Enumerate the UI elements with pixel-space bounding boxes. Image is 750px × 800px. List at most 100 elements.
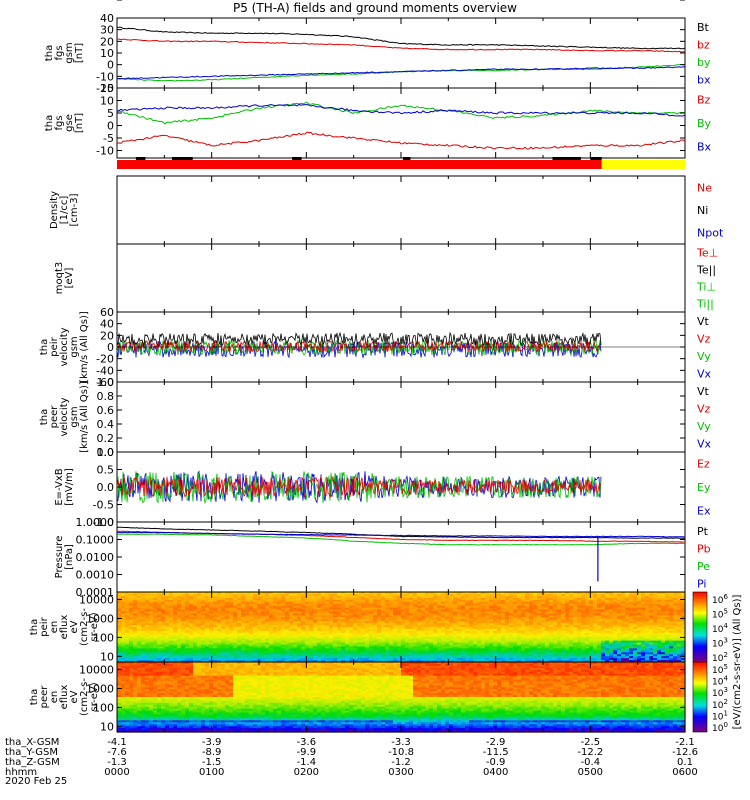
- heatmap-cell: [337, 644, 342, 648]
- heatmap-cell: [465, 615, 470, 618]
- heatmap-cell: [405, 613, 410, 616]
- heatmap-cell: [185, 611, 190, 614]
- heatmap-cell: [209, 638, 214, 642]
- heatmap-cell: [305, 660, 310, 663]
- heatmap-cell: [253, 609, 258, 613]
- heatmap-cell: [529, 621, 534, 624]
- heatmap-cell: [397, 621, 402, 624]
- heatmap-cell: [449, 611, 454, 614]
- heatmap-cell: [525, 613, 530, 616]
- heatmap-cell: [449, 658, 454, 661]
- heatmap-cell: [501, 609, 506, 613]
- y-tick-label: 10-6: [92, 0, 106, 3]
- heatmap-cell: [465, 599, 470, 603]
- series-line-Bt: [116, 26, 686, 50]
- heatmap-cell: [473, 592, 478, 595]
- heatmap-cell: [209, 625, 214, 628]
- heatmap-cell: [321, 625, 326, 628]
- heatmap-cell: [425, 623, 430, 626]
- heatmap-cell: [297, 642, 302, 646]
- heatmap-cell: [141, 656, 146, 659]
- heatmap-cell: [345, 599, 350, 603]
- heatmap-cell: [421, 609, 426, 613]
- heatmap-cell: [433, 623, 438, 626]
- heatmap-cell: [485, 603, 490, 607]
- heatmap-cell: [521, 619, 526, 622]
- heatmap-cell: [237, 656, 242, 659]
- heatmap-cell: [317, 597, 322, 601]
- heatmap-cell: [445, 636, 450, 640]
- heatmap-cell: [125, 597, 130, 601]
- heatmap-cell: [381, 619, 386, 622]
- heatmap-cell: [189, 640, 194, 644]
- heatmap-cell: [353, 652, 358, 655]
- heatmap-cell: [265, 648, 270, 651]
- heatmap-cell: [401, 617, 406, 620]
- heatmap-cell: [245, 642, 250, 646]
- y-axis-label: tha fgs gse [nT]: [44, 113, 85, 133]
- heatmap-cell: [121, 609, 126, 613]
- heatmap-cell: [157, 623, 162, 626]
- heatmap-cell: [429, 640, 434, 644]
- heatmap-cell: [301, 632, 306, 636]
- heatmap-cell: [121, 599, 126, 603]
- heatmap-cell: [293, 636, 298, 640]
- heatmap-cell: [145, 648, 150, 651]
- heatmap-cell: [489, 613, 494, 616]
- heatmap-cell: [341, 615, 346, 618]
- heatmap-cell: [121, 623, 126, 626]
- heatmap-cell: [457, 652, 462, 655]
- heatmap-cell: [485, 636, 490, 640]
- heatmap-cell: [169, 627, 174, 630]
- heatmap-cell: [517, 621, 522, 624]
- heatmap-cell: [241, 625, 246, 628]
- heatmap-cell: [285, 630, 290, 634]
- heatmap-cell: [269, 644, 274, 648]
- heatmap-cell: [485, 660, 490, 663]
- heatmap-cell: [481, 621, 486, 624]
- heatmap-cell: [141, 630, 146, 634]
- heatmap-cell: [249, 658, 254, 661]
- heatmap-cell: [465, 611, 470, 614]
- heatmap-cell: [497, 613, 502, 616]
- heatmap-cell: [197, 605, 202, 609]
- heatmap-cell: [229, 652, 234, 655]
- heatmap-cell: [489, 607, 494, 611]
- heatmap-cell: [461, 617, 466, 620]
- heatmap-cell: [177, 660, 182, 663]
- heatmap-cell: [229, 650, 234, 653]
- heatmap-cell: [121, 632, 126, 636]
- heatmap-cell: [397, 623, 402, 626]
- heatmap-cell: [189, 625, 194, 628]
- heatmap-cell: [505, 605, 510, 609]
- heatmap-cell: [297, 660, 302, 663]
- heatmap-cell: [193, 636, 198, 640]
- heatmap-cell: [301, 623, 306, 626]
- heatmap-cell: [469, 632, 474, 636]
- heatmap-cell: [121, 640, 126, 644]
- heatmap-cell: [309, 628, 314, 632]
- heatmap-cell: [205, 634, 210, 638]
- heatmap-cell: [377, 644, 382, 648]
- heatmap-cell: [269, 621, 274, 624]
- heatmap-cell: [189, 636, 194, 640]
- heatmap-cell: [229, 607, 234, 611]
- heatmap-cell: [521, 593, 526, 597]
- heatmap-cell: [157, 628, 162, 632]
- heatmap-cell: [305, 609, 310, 613]
- heatmap-cell: [353, 615, 358, 618]
- heatmap-cell: [225, 603, 230, 607]
- heatmap-cell: [317, 613, 322, 616]
- heatmap-cell: [221, 642, 226, 646]
- heatmap-cell: [409, 625, 414, 628]
- heatmap-cell: [405, 611, 410, 614]
- heatmap-cell: [233, 648, 238, 651]
- heatmap-cell: [221, 623, 226, 626]
- heatmap-cell: [453, 660, 458, 663]
- heatmap-cell: [281, 644, 286, 648]
- heatmap-cell: [157, 650, 162, 653]
- heatmap-cell: [449, 654, 454, 657]
- heatmap-cell: [213, 595, 218, 599]
- heatmap-cell: [277, 660, 282, 663]
- heatmap-cell: [285, 599, 290, 603]
